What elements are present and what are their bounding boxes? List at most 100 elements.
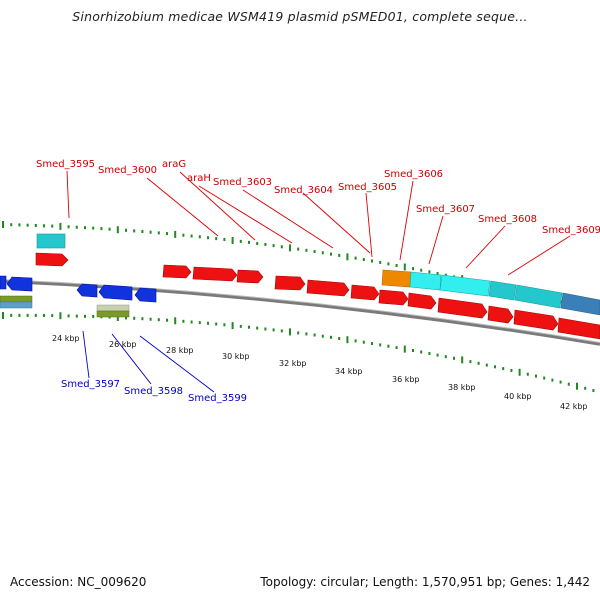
gene-label-smed-3603[interactable]: Smed_3603 [213, 177, 272, 188]
gc-dot-lower [321, 334, 324, 338]
gc-dot-upper [141, 230, 144, 233]
gc-dot-upper [305, 248, 308, 252]
scale-label-26kbp: 26 kbp [109, 340, 137, 349]
rna-feature-smed-3595[interactable] [36, 233, 66, 249]
gene-label-smed-3605[interactable]: Smed_3605 [338, 182, 397, 193]
gc-dot-upper [92, 226, 95, 230]
gc-dot-lower [354, 339, 357, 343]
gene-smed-3606[interactable] [378, 289, 409, 306]
gc-dot-upper [10, 223, 13, 227]
gc-dot-lower [280, 329, 283, 333]
gc-dot-lower [543, 376, 546, 380]
gene-smed-3609b[interactable] [513, 309, 559, 331]
topology-text: Topology: circular; Length: 1,570,951 bp… [260, 575, 590, 589]
gene-smed-3604[interactable] [306, 279, 350, 297]
gc-dot-lower [34, 313, 37, 317]
gene-smed-3609a[interactable] [487, 305, 514, 324]
gc-dot-lower [84, 314, 86, 318]
orange-feature[interactable] [381, 269, 412, 288]
rna-feature-5[interactable] [560, 292, 600, 316]
gc-dot-lower [436, 353, 439, 357]
gene-label-smed-3604[interactable]: Smed_3604 [274, 185, 333, 196]
gc-dot-upper [75, 225, 78, 229]
rna-feature-2[interactable] [439, 274, 491, 297]
gc-dot-lower [567, 382, 570, 386]
gene-label-arag[interactable]: araG [162, 159, 186, 170]
gene-label-arah[interactable]: araH [187, 173, 211, 184]
gc-dot-lower [453, 356, 455, 360]
gc-dot-lower [51, 314, 54, 318]
gene-next[interactable] [557, 317, 600, 340]
gene-label-smed-3606[interactable]: Smed_3606 [384, 169, 443, 180]
gc-dot-upper [43, 224, 45, 228]
gc-dot-upper [264, 243, 267, 246]
gene-smed-3608[interactable] [437, 297, 488, 319]
gc-dot-upper [174, 230, 177, 238]
gene-smed-3598[interactable] [98, 284, 133, 301]
gc-dot-lower [403, 345, 406, 353]
gene-reverse-left-2[interactable] [6, 276, 33, 292]
gc-dot-upper [256, 242, 259, 245]
gc-dot-upper [34, 224, 37, 227]
gene-label-smed-3608[interactable]: Smed_3608 [478, 214, 537, 225]
gene-smed-3595[interactable] [35, 252, 69, 267]
gc-dot-lower [313, 333, 316, 337]
gc-dot-upper [379, 260, 382, 264]
scale-label-24kbp: 24 kbp [52, 334, 80, 343]
gc-dot-lower [477, 361, 480, 365]
gc-dot-upper [59, 222, 62, 230]
gc-dot-upper [321, 251, 324, 255]
gene-label-smed-3599[interactable]: Smed_3599 [188, 393, 247, 404]
scale-label-32kbp: 32 kbp [279, 359, 307, 368]
gc-dot-lower [584, 386, 587, 390]
gc-dot-lower [248, 325, 250, 329]
gc-dot-lower [256, 326, 259, 330]
misc-feature-mid[interactable] [96, 304, 130, 312]
gene-label-smed-3607[interactable]: Smed_3607 [416, 204, 475, 215]
gene-label-smed-3595[interactable]: Smed_3595 [36, 159, 95, 170]
misc-feature-mid-b[interactable] [96, 310, 130, 318]
gene-arag[interactable] [192, 266, 238, 282]
gc-dot-lower [125, 316, 127, 320]
gc-dot-upper [223, 238, 226, 241]
gene-arah[interactable] [236, 269, 264, 284]
gc-dot-lower [182, 319, 185, 323]
rna-feature-1[interactable] [409, 271, 442, 291]
gene-label-smed-3600[interactable]: Smed_3600 [98, 165, 157, 176]
scale-label-38kbp: 38 kbp [448, 383, 476, 392]
gc-dot-upper [297, 247, 300, 251]
gc-dot-lower [289, 328, 291, 336]
gene-smed-3597[interactable] [76, 283, 98, 298]
gc-dot-upper [116, 226, 119, 234]
gc-dot-lower [510, 369, 513, 372]
gene-label-smed-3598[interactable]: Smed_3598 [124, 386, 183, 397]
gene-smed-3599[interactable] [134, 287, 157, 303]
gc-dot-lower [387, 344, 390, 348]
gc-dot-upper [280, 245, 283, 249]
gene-label-smed-3597[interactable]: Smed_3597 [61, 379, 120, 390]
gc-dot-upper [51, 224, 54, 228]
gene-smed-3605[interactable] [350, 284, 380, 301]
rna-feature-3[interactable] [488, 280, 517, 301]
misc-feature-left[interactable] [0, 295, 33, 303]
gc-dot-lower [469, 360, 472, 364]
gc-dot-lower [18, 313, 21, 317]
gc-dot-lower [215, 322, 218, 326]
misc-feature-left-b[interactable] [0, 301, 33, 309]
gc-dot-lower [362, 340, 365, 344]
rna-feature-4[interactable] [514, 284, 563, 309]
gene-smed-3600[interactable] [162, 264, 192, 279]
gc-dot-upper [338, 253, 341, 257]
gc-dot-upper [207, 236, 209, 240]
gc-dot-lower [559, 380, 562, 384]
gene-smed-3603[interactable] [274, 275, 306, 291]
gene-smed-3607[interactable] [407, 292, 437, 310]
gene-label-smed-3609[interactable]: Smed_3609 [542, 225, 600, 236]
gc-dot-upper [190, 234, 193, 238]
gc-dot-upper [182, 233, 185, 237]
gc-dot-upper [18, 223, 21, 227]
gc-dot-lower [239, 324, 242, 328]
gc-dot-lower [297, 331, 300, 335]
gene-reverse-left-1[interactable] [0, 275, 7, 290]
